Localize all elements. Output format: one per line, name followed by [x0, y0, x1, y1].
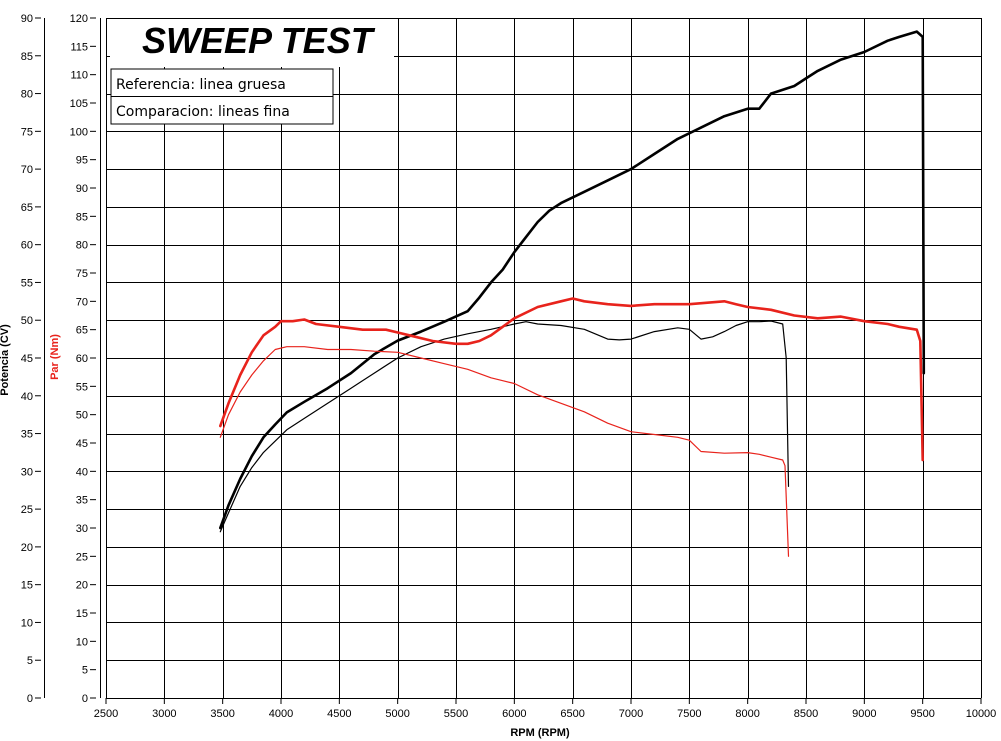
torque-tick-label: 55 — [76, 381, 88, 393]
power-tick-label: 30 — [21, 466, 33, 478]
torque-tick-label: 120 — [70, 13, 88, 25]
torque-tick-label: 5 — [82, 665, 88, 677]
legend-entry-comparison: Comparacion: lineas fina — [116, 104, 290, 120]
torque-tick-label: 20 — [76, 580, 88, 592]
torque-tick-label: 40 — [76, 466, 88, 478]
torque-tick-label: 35 — [76, 495, 88, 507]
rpm-tick-label: 9500 — [910, 708, 934, 720]
torque-comparison-line — [219, 346, 790, 557]
torque-tick-label: 70 — [76, 296, 88, 308]
legend-entry-reference: Referencia: linea gruesa — [116, 77, 286, 93]
power-tick-label: 15 — [21, 580, 33, 592]
power-tick-label: 55 — [21, 277, 33, 289]
torque-tick-label: 75 — [76, 268, 88, 280]
power-tick-label: 40 — [21, 391, 33, 403]
power-tick-label: 0 — [27, 693, 33, 705]
torque-tick-label: 30 — [76, 523, 88, 535]
rpm-tick-label: 3500 — [210, 708, 234, 720]
rpm-tick-label: 4500 — [327, 708, 351, 720]
series-lines — [219, 30, 926, 557]
power-tick-label: 25 — [21, 504, 33, 516]
power-comparison-line — [219, 320, 790, 533]
rpm-tick-label: 6500 — [560, 708, 584, 720]
rpm-tick-label: 6000 — [502, 708, 526, 720]
power-axis-label: Potencia (CV) — [0, 324, 11, 396]
chart-title: SWEEP TEST — [142, 20, 376, 61]
power-axis: 0 5 10 15 20 25 30 35 40 45 50 55 60 65 70 75 80 85 90 — [21, 13, 45, 705]
torque-tick-label: 65 — [76, 325, 88, 337]
rpm-tick-label: 3000 — [152, 708, 176, 720]
torque-reference-line — [219, 297, 925, 462]
power-tick-label: 90 — [21, 13, 33, 25]
torque-tick-label: 0 — [82, 693, 88, 705]
rpm-tick-label: 10000 — [966, 708, 997, 720]
legend: Referencia: linea gruesa Comparacion: li… — [110, 68, 334, 125]
power-tick-label: 80 — [21, 89, 33, 101]
torque-tick-label: 100 — [70, 126, 88, 138]
torque-tick-label: 105 — [70, 98, 88, 110]
rpm-tick-label: 5000 — [385, 708, 409, 720]
torque-tick-label: 45 — [76, 438, 88, 450]
rpm-tick-label: 2500 — [94, 708, 118, 720]
grid-lines — [106, 18, 982, 699]
rpm-axis: 2500 3000 3500 4000 4500 5000 5500 6000 6500 7000… — [94, 698, 997, 720]
rpm-tick-label: 7500 — [677, 708, 701, 720]
power-tick-label: 45 — [21, 353, 33, 365]
torque-tick-label: 115 — [70, 41, 88, 53]
power-reference-line — [219, 30, 926, 530]
torque-tick-label: 110 — [70, 70, 88, 82]
torque-tick-label: 60 — [76, 353, 88, 365]
torque-tick-label: 80 — [76, 240, 88, 252]
torque-tick-label: 10 — [76, 636, 88, 648]
title-backdrop — [110, 19, 394, 67]
power-tick-label: 10 — [21, 617, 33, 629]
torque-tick-label: 85 — [76, 211, 88, 223]
rpm-tick-label: 4000 — [269, 708, 293, 720]
rpm-tick-label: 8000 — [735, 708, 759, 720]
power-tick-label: 70 — [21, 164, 33, 176]
power-tick-label: 50 — [21, 315, 33, 327]
rpm-tick-label: 8500 — [794, 708, 818, 720]
power-tick-label: 85 — [21, 51, 33, 63]
rpm-tick-label: 5500 — [444, 708, 468, 720]
rpm-tick-label: 9000 — [852, 708, 876, 720]
torque-tick-label: 90 — [76, 183, 88, 195]
rpm-tick-label: 7000 — [619, 708, 643, 720]
torque-axis-label: Par (Nm) — [49, 334, 61, 380]
power-tick-label: 35 — [21, 429, 33, 441]
torque-tick-label: 25 — [76, 551, 88, 563]
power-tick-label: 60 — [21, 240, 33, 252]
torque-tick-label: 95 — [76, 155, 88, 167]
power-tick-label: 65 — [21, 202, 33, 214]
title-box: SWEEP TEST — [110, 19, 394, 67]
torque-axis: 0 5 10 15 20 25 30 35 40 45 50 55 60 65 70 75 80 85 90 95 10… — [70, 13, 101, 705]
rpm-axis-label: RPM (RPM) — [510, 727, 570, 739]
power-tick-label: 75 — [21, 126, 33, 138]
torque-tick-label: 15 — [76, 608, 88, 620]
power-tick-label: 20 — [21, 542, 33, 554]
power-tick-label: 5 — [27, 655, 33, 667]
torque-tick-label: 50 — [76, 410, 88, 422]
